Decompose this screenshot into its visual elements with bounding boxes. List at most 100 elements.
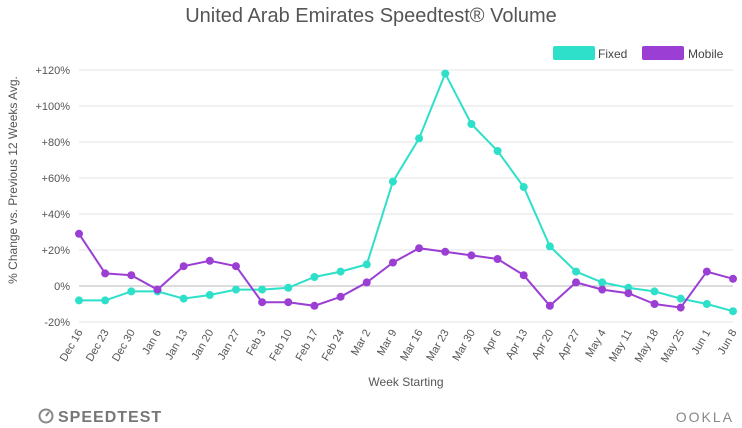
data-point-fixed	[336, 267, 345, 276]
x-tick-label: Apr 20	[530, 328, 557, 362]
data-point-fixed	[258, 285, 267, 294]
y-tick-label: +20%	[42, 245, 71, 257]
data-point-mobile	[127, 271, 136, 280]
y-axis-title: % Change vs. Previous 12 Weeks Avg.	[6, 76, 20, 284]
y-tick-label: +100%	[35, 101, 70, 113]
x-tick-label: Apr 27	[556, 328, 583, 362]
data-point-fixed	[205, 291, 214, 299]
x-tick-label: Jan 6	[140, 328, 164, 357]
x-tick-label: Mar 16	[398, 328, 426, 364]
data-point-fixed	[310, 273, 319, 281]
x-tick-label: Mar 23	[424, 328, 452, 364]
x-tick-label: Feb 10	[267, 328, 295, 364]
series-line-fixed	[79, 71, 734, 313]
data-point-mobile	[545, 301, 554, 310]
data-point-fixed	[179, 294, 188, 303]
data-point-fixed	[545, 242, 554, 251]
data-point-mobile	[75, 229, 83, 238]
data-point-fixed	[572, 267, 581, 276]
x-tick-label: May 25	[659, 328, 687, 365]
y-tick-label: +40%	[42, 209, 71, 221]
legend-label: Fixed	[598, 47, 627, 61]
data-point-fixed	[231, 285, 240, 294]
x-tick-label: Dec 30	[110, 328, 138, 364]
x-tick-label: Feb 24	[320, 328, 348, 364]
chart-title: United Arab Emirates Speedtest® Volume	[185, 5, 557, 27]
data-point-mobile	[729, 274, 737, 283]
x-tick-label: Mar 30	[450, 328, 478, 364]
data-point-mobile	[702, 267, 711, 276]
y-tick-label: +80%	[42, 137, 71, 149]
y-tick-label: +60%	[42, 173, 71, 185]
speedtest-brand-text: SPEEDTEST	[58, 409, 162, 426]
x-tick-label: Jun 1	[690, 328, 714, 357]
data-point-fixed	[75, 296, 83, 305]
x-axis-title: Week Starting	[368, 375, 443, 389]
y-tick-label: 0%	[54, 281, 70, 293]
x-tick-label: Feb 17	[294, 328, 322, 364]
speedtest-gauge-icon	[38, 408, 54, 424]
data-point-fixed	[415, 134, 424, 143]
data-point-mobile	[650, 300, 659, 308]
data-point-fixed	[676, 294, 685, 303]
data-point-fixed	[388, 177, 397, 186]
legend-item-mobile: Mobile	[642, 46, 724, 61]
x-tick-label: Apr 6	[481, 328, 505, 357]
x-tick-label: Feb 3	[244, 328, 268, 358]
y-tick-label: -20%	[44, 317, 70, 329]
y-tick-label: +120%	[35, 65, 70, 77]
legend-item-fixed: Fixed	[553, 46, 627, 61]
data-point-mobile	[624, 289, 633, 298]
series-mobile	[75, 229, 737, 312]
data-point-mobile	[441, 247, 450, 256]
data-point-mobile	[258, 298, 267, 307]
x-tick-label: Dec 23	[84, 328, 112, 364]
data-point-mobile	[205, 256, 214, 265]
x-tick-label: May 18	[633, 328, 661, 365]
legend-swatch	[553, 46, 595, 60]
data-point-fixed	[519, 183, 528, 191]
legend-swatch	[642, 46, 684, 60]
data-point-mobile	[388, 258, 397, 267]
x-tick-label: Jan 27	[216, 328, 243, 363]
data-point-fixed	[101, 296, 110, 305]
speedtest-logo: SPEEDTEST	[38, 408, 162, 426]
data-point-mobile	[362, 278, 371, 287]
data-point-mobile	[284, 298, 293, 307]
data-point-fixed	[598, 278, 607, 287]
data-point-mobile	[310, 301, 319, 310]
x-tick-label: Mar 2	[349, 328, 373, 358]
x-tick-label: May 4	[583, 328, 608, 360]
x-tick-label: Mar 9	[375, 328, 399, 358]
data-point-mobile	[598, 285, 607, 294]
data-point-fixed	[284, 283, 293, 292]
ookla-brand-text: OOKLA	[676, 409, 734, 425]
data-point-mobile	[493, 255, 502, 263]
data-point-fixed	[493, 147, 502, 155]
data-point-fixed	[702, 300, 711, 308]
x-tick-label: Jan 20	[189, 328, 216, 363]
series-fixed	[75, 69, 737, 316]
series-line-mobile	[78, 233, 734, 309]
data-point-mobile	[101, 269, 110, 278]
data-point-mobile	[336, 292, 345, 301]
x-tick-label: Apr 13	[504, 328, 531, 362]
data-point-mobile	[572, 278, 581, 287]
data-point-mobile	[179, 262, 188, 271]
data-point-mobile	[231, 262, 240, 271]
legend-label: Mobile	[688, 47, 724, 61]
legend: Fixed Mobile	[553, 46, 724, 61]
data-point-mobile	[415, 244, 424, 253]
x-tick-label: Jun 8	[716, 328, 740, 357]
y-axis-ticks: -20% 0% +20% +40% +60% +80% +100% +120%	[35, 65, 70, 329]
data-point-mobile	[153, 285, 162, 294]
data-point-mobile	[519, 271, 528, 280]
data-point-fixed	[441, 69, 450, 78]
x-tick-label: Dec 16	[58, 328, 86, 364]
series-group	[75, 69, 737, 316]
data-point-fixed	[127, 287, 136, 296]
x-tick-label: Jan 13	[163, 328, 190, 363]
data-point-fixed	[467, 120, 476, 128]
